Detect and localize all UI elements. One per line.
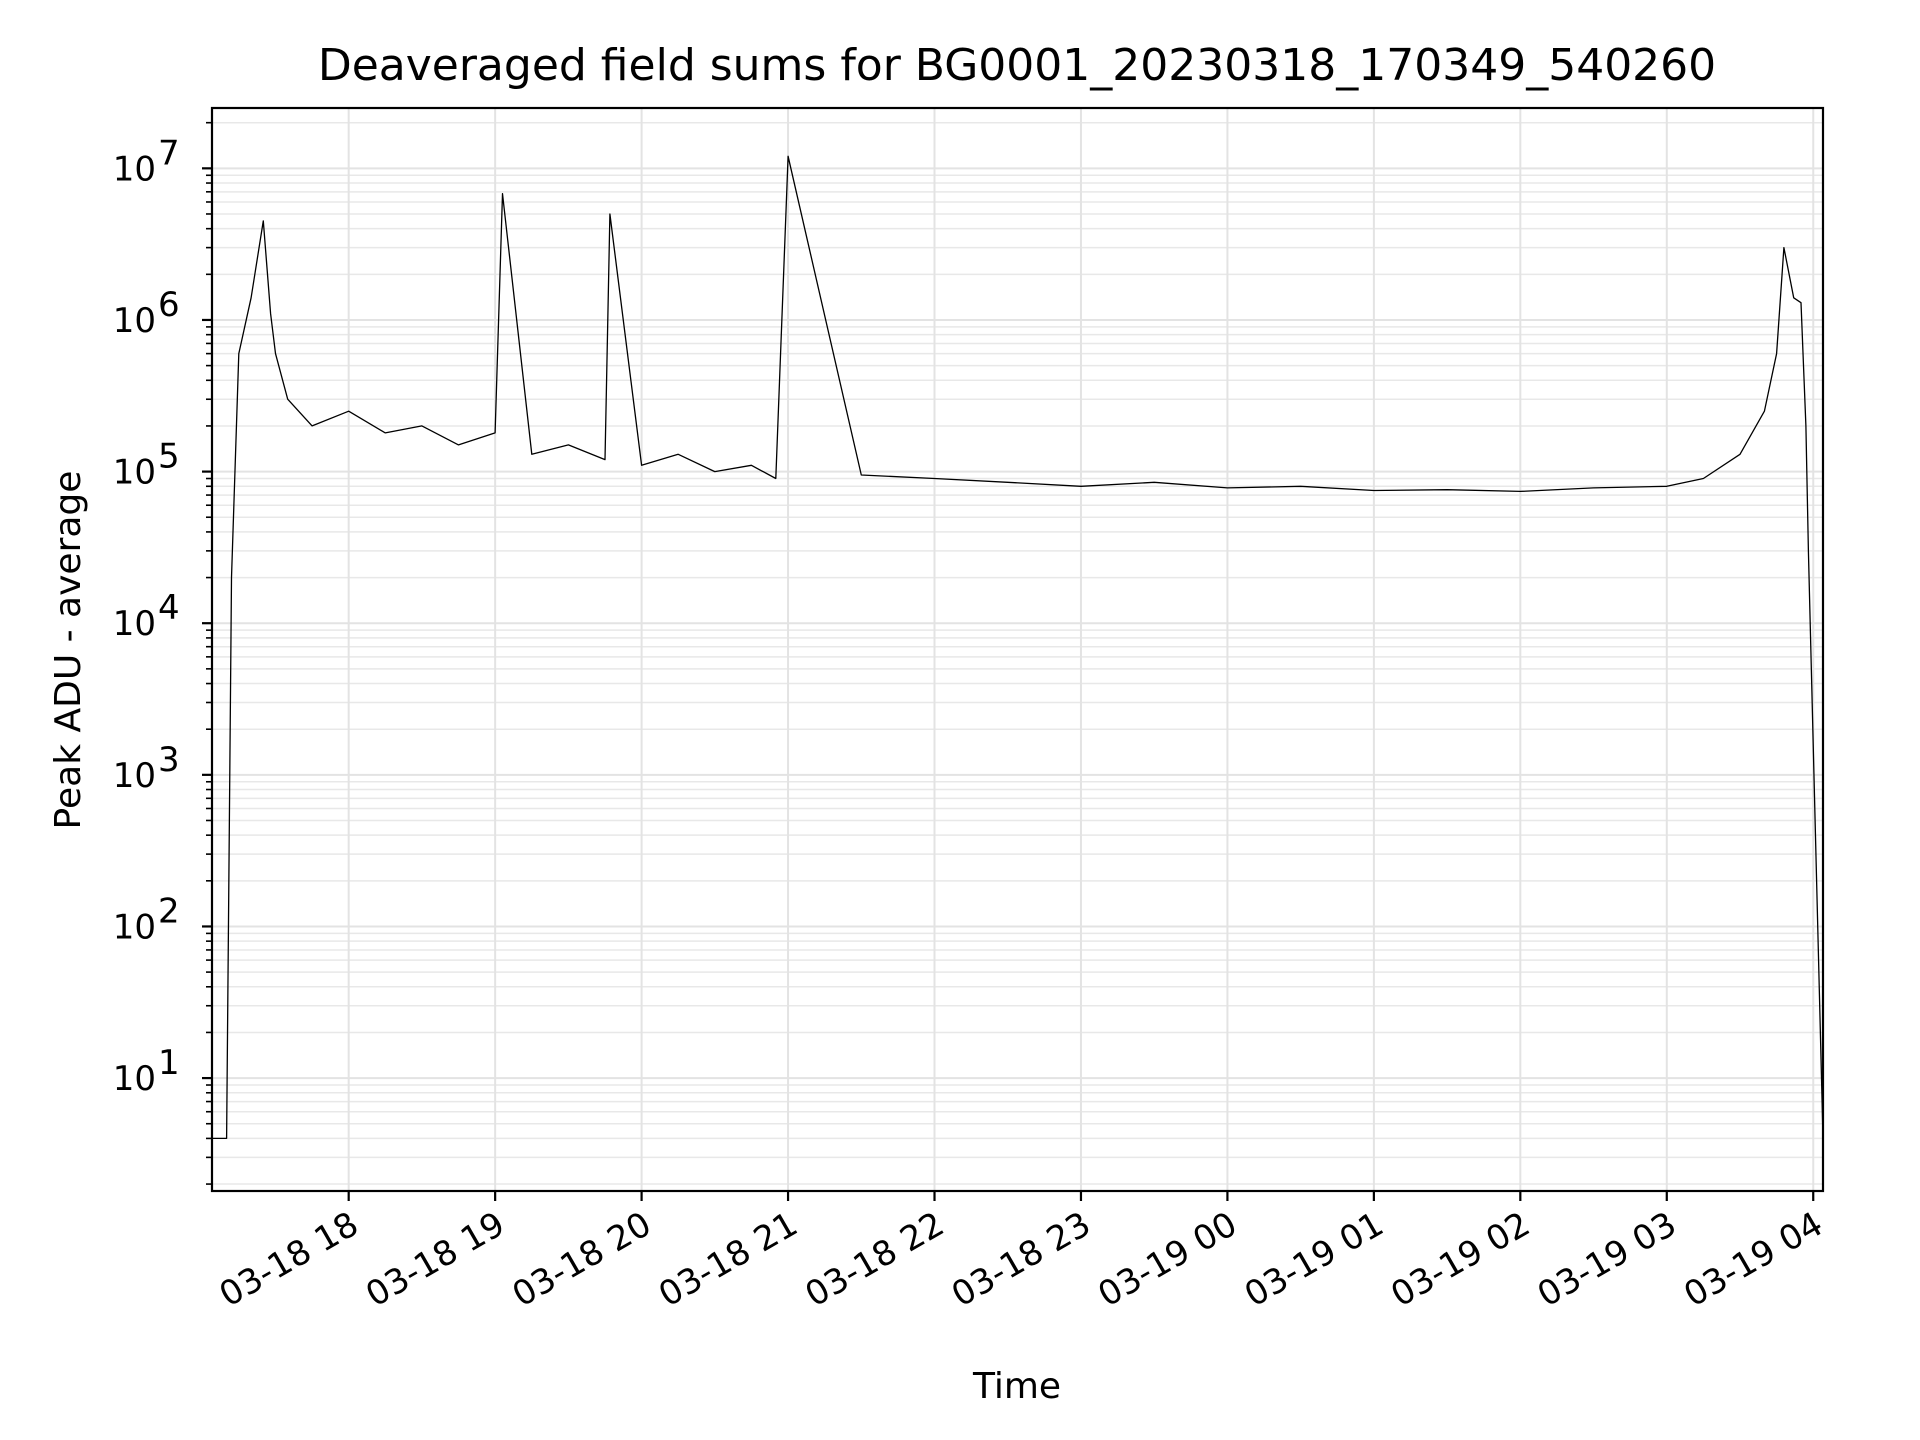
y-tick-exponent: 7 (158, 133, 180, 173)
y-tick-label: 10 (113, 604, 156, 644)
grid (212, 108, 1823, 1191)
y-tick-exponent: 1 (158, 1043, 180, 1083)
y-tick-label: 10 (113, 453, 156, 493)
y-tick-exponent: 4 (158, 588, 180, 628)
y-tick-label: 10 (113, 756, 156, 796)
y-tick-label: 10 (113, 149, 156, 189)
plot-frame (210, 106, 1825, 1193)
y-tick-exponent: 5 (158, 437, 180, 477)
series-line (212, 155, 1824, 1140)
y-tick-exponent: 3 (158, 740, 180, 780)
x-axis-label: Time (972, 1366, 1061, 1407)
chart-title: Deaveraged field sums for BG0001_2023031… (318, 40, 1716, 91)
y-axis-label: Peak ADU - average (48, 471, 89, 830)
series-layer (212, 155, 1824, 1140)
y-tick-label: 10 (113, 1059, 156, 1099)
y-tick-label: 10 (113, 301, 156, 341)
y-tick-exponent: 6 (158, 285, 180, 325)
y-tick-exponent: 2 (158, 891, 180, 931)
y-tick-label: 10 (113, 907, 156, 947)
